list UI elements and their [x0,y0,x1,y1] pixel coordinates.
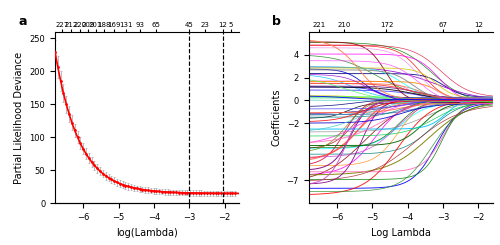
X-axis label: log(Lambda): log(Lambda) [116,228,178,238]
Y-axis label: Partial Likelihood Deviance: Partial Likelihood Deviance [14,51,24,184]
Y-axis label: Coefficients: Coefficients [271,89,281,146]
Text: b: b [272,15,281,28]
X-axis label: Log Lambda: Log Lambda [370,228,430,238]
Text: a: a [18,15,26,28]
